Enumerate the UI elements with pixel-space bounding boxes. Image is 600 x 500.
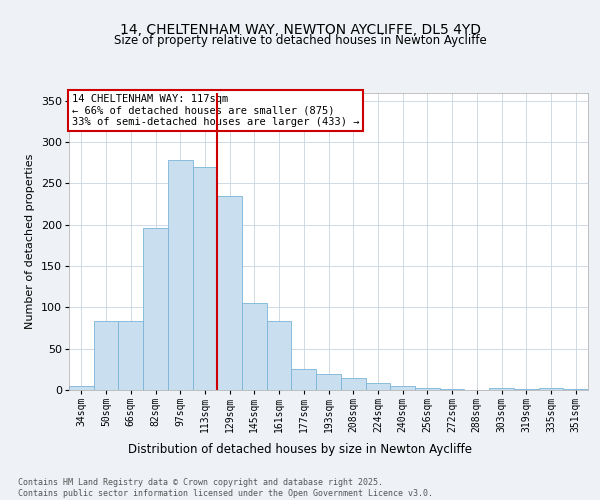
- Bar: [217, 196, 242, 390]
- Bar: [267, 322, 292, 390]
- Bar: [143, 228, 168, 390]
- Bar: [365, 384, 390, 390]
- Bar: [563, 389, 588, 390]
- Bar: [489, 388, 514, 390]
- Bar: [539, 388, 563, 390]
- Bar: [390, 386, 415, 390]
- Bar: [69, 386, 94, 390]
- Bar: [341, 378, 365, 390]
- Bar: [415, 388, 440, 390]
- Bar: [440, 389, 464, 390]
- Bar: [242, 303, 267, 390]
- Text: 14 CHELTENHAM WAY: 117sqm
← 66% of detached houses are smaller (875)
33% of semi: 14 CHELTENHAM WAY: 117sqm ← 66% of detac…: [71, 94, 359, 127]
- Bar: [292, 368, 316, 390]
- Text: 14, CHELTENHAM WAY, NEWTON AYCLIFFE, DL5 4YD: 14, CHELTENHAM WAY, NEWTON AYCLIFFE, DL5…: [119, 22, 481, 36]
- Bar: [514, 389, 539, 390]
- Y-axis label: Number of detached properties: Number of detached properties: [25, 154, 35, 329]
- Bar: [168, 160, 193, 390]
- Bar: [118, 322, 143, 390]
- Bar: [193, 167, 217, 390]
- Text: Distribution of detached houses by size in Newton Aycliffe: Distribution of detached houses by size …: [128, 442, 472, 456]
- Bar: [316, 374, 341, 390]
- Text: Contains HM Land Registry data © Crown copyright and database right 2025.
Contai: Contains HM Land Registry data © Crown c…: [18, 478, 433, 498]
- Text: Size of property relative to detached houses in Newton Aycliffe: Size of property relative to detached ho…: [113, 34, 487, 47]
- Bar: [94, 322, 118, 390]
